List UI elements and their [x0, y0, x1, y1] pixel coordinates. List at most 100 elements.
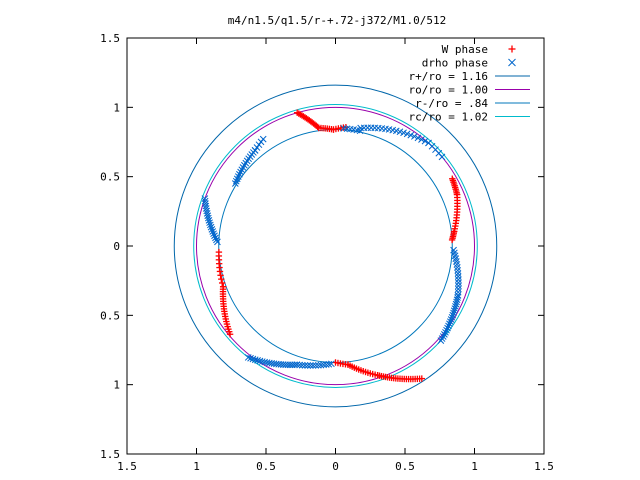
y-tick-label: 1.5 [100, 32, 120, 45]
w-phase-point [448, 236, 456, 244]
radius-circles [173, 84, 498, 408]
drho-phase-point [447, 316, 455, 323]
drho-phase-point [249, 355, 257, 363]
legend-label: W phase [442, 43, 488, 56]
drho-phase-point [296, 361, 303, 369]
drho-phase-point [448, 313, 456, 321]
drho-phase-point [315, 361, 322, 369]
drho-phase-point [211, 232, 218, 240]
y-tick-label: 0 [113, 240, 120, 253]
drho-phase-point [207, 223, 215, 231]
drho-phase-point [450, 309, 457, 317]
drho-phase-point [437, 337, 445, 344]
drho-phase-point [508, 58, 516, 67]
drho-phase-point [212, 234, 219, 242]
drho-phase-point [449, 311, 457, 319]
legend-label: ro/ro = 1.00 [409, 84, 488, 97]
drho-phase-point [438, 153, 446, 161]
x-tick-label: 1.5 [534, 460, 554, 473]
radius-circle [196, 106, 475, 386]
w-phase-point [508, 45, 516, 53]
drho-phase-point [304, 362, 312, 369]
drho-phase-point [320, 361, 327, 369]
drho-phase-point [418, 136, 425, 143]
drho-phase-point [446, 320, 453, 328]
drho-phase-point [446, 318, 454, 325]
x-tick-label: 0.5 [256, 460, 276, 473]
legend-label: rc/ro = 1.02 [409, 111, 488, 124]
phase-points [201, 109, 462, 383]
drho-phase-point [455, 282, 462, 290]
drho-phase-point [210, 230, 217, 238]
drho-phase-point [251, 356, 259, 364]
drho-phase-point [442, 328, 449, 336]
drho-phase-point [251, 147, 259, 154]
w-phase-point [314, 123, 321, 130]
x-tick-label: 1.5 [117, 460, 137, 473]
drho-phase-point [231, 180, 239, 187]
y-tick-label: 1.5 [100, 448, 120, 461]
y-tick-label: 0.5 [100, 171, 120, 184]
drho-phase-point [414, 134, 422, 142]
radius-circle [193, 104, 478, 388]
legend-label: r-/ro = .84 [415, 97, 488, 110]
drho-phase-point [452, 303, 459, 310]
drho-phase-point [455, 276, 462, 283]
drho-phase-point [421, 137, 429, 145]
drho-phase-point [244, 354, 252, 361]
x-tick-label: 1 [471, 460, 478, 473]
x-tick-label: 1 [193, 460, 200, 473]
w-phase-point [218, 275, 225, 283]
drho-phase-point [411, 133, 418, 140]
drho-phase-point [443, 326, 450, 334]
drho-phase-point [454, 270, 462, 277]
radius-circle [173, 84, 498, 408]
drho-phase-point [301, 362, 309, 369]
drho-phase-point [254, 357, 261, 364]
drho-phase-point [298, 361, 306, 369]
w-phase-point [219, 283, 227, 290]
legend-label: drho phase [422, 57, 488, 70]
drho-phase-point [439, 333, 447, 340]
drho-phase-point [455, 279, 462, 287]
drho-phase-point [452, 300, 460, 308]
drho-phase-point [255, 141, 263, 149]
w-phase-point [215, 248, 223, 256]
drho-phase-point [201, 197, 209, 205]
drho-phase-point [208, 226, 216, 233]
drho-phase-point [259, 135, 267, 143]
drho-phase-point [441, 331, 448, 338]
axis-ticks: 1.5 1 0.5 0 0.5 1 1.51.510.500.511.5 [100, 32, 554, 473]
drho-phase-point [454, 288, 462, 296]
drho-phase-point [445, 322, 452, 330]
y-tick-label: 1 [113, 101, 120, 114]
w-phase-point [218, 279, 226, 287]
chart-title: m4/n1.5/q1.5/r-+.72-j372/M1.0/512 [228, 14, 447, 27]
drho-phase-point [309, 362, 317, 369]
drho-phase-point [201, 195, 209, 202]
drho-phase-point [209, 228, 217, 235]
x-tick-label: 0 [332, 460, 339, 473]
drho-phase-point [454, 273, 462, 280]
drho-phase-point [407, 131, 415, 139]
radius-circle [218, 129, 453, 363]
drho-phase-point [451, 305, 459, 312]
drho-phase-point [247, 354, 254, 362]
y-tick-label: 1 [113, 379, 120, 392]
drho-phase-point [253, 144, 261, 151]
drho-phase-point [213, 236, 220, 244]
drho-phase-point [455, 285, 462, 293]
y-tick-label: 0.5 [100, 309, 120, 322]
drho-phase-point [307, 362, 314, 369]
drho-phase-point [317, 361, 325, 369]
drho-phase-point [356, 127, 364, 135]
x-tick-label: 0.5 [395, 460, 415, 473]
drho-phase-point [444, 324, 451, 332]
drho-phase-point [450, 307, 458, 315]
drho-phase-point [214, 238, 221, 246]
drho-phase-point [206, 221, 214, 229]
drho-phase-point [312, 362, 320, 369]
drho-phase-point [438, 335, 446, 342]
